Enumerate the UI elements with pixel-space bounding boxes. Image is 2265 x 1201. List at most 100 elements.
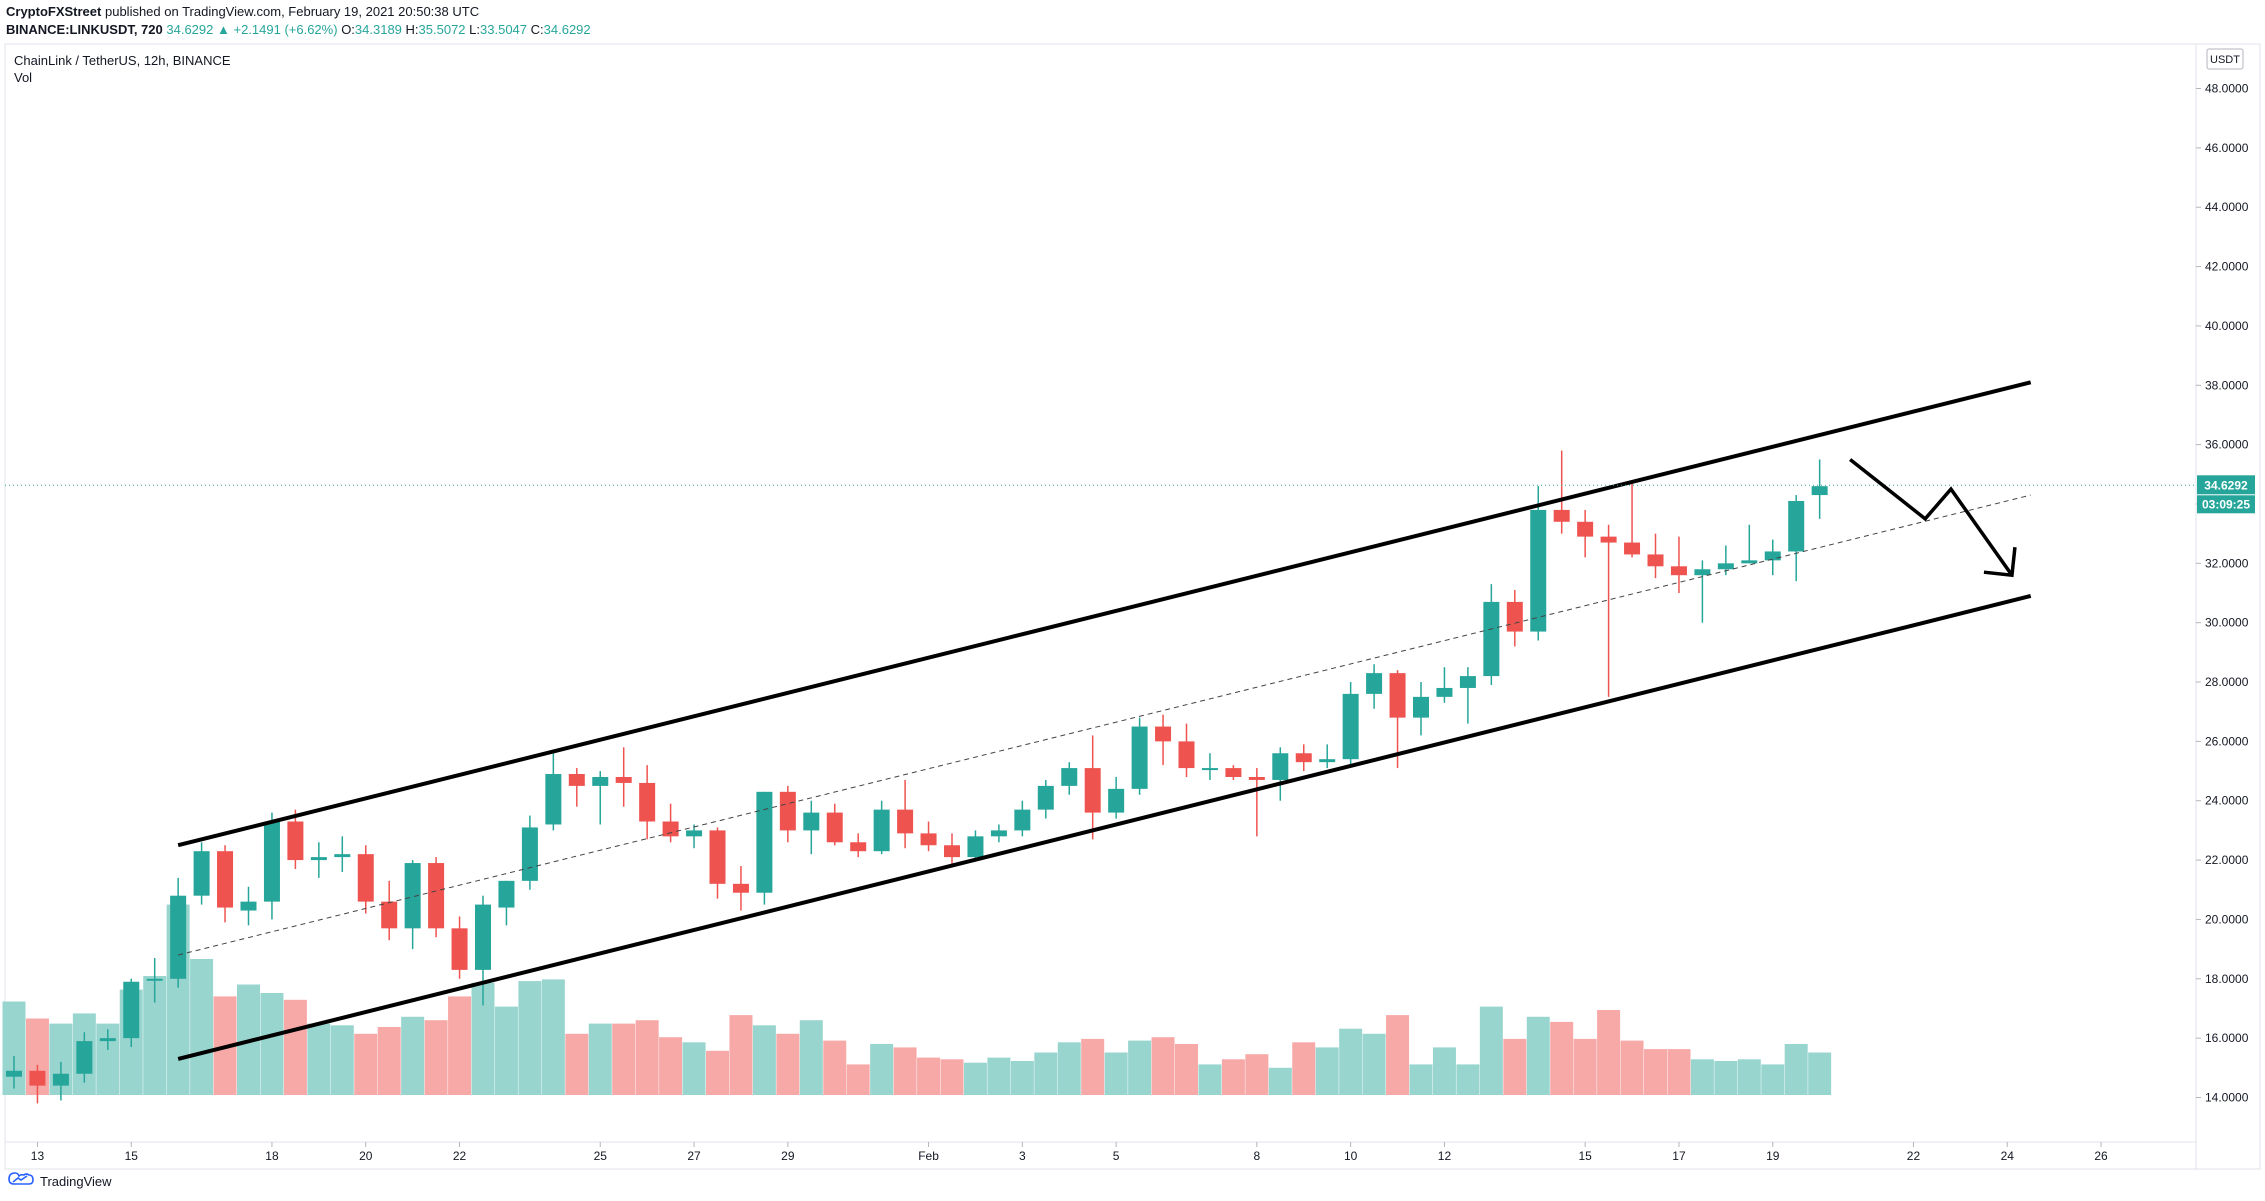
time-tick-label: 15 [125,1149,139,1163]
volume-bar [1268,1067,1292,1095]
currency-label: USDT [2210,54,2240,66]
candle-body [217,851,234,908]
volume-bar [1456,1064,1480,1095]
volume-bar [1175,1044,1198,1095]
volume-bar [799,1020,823,1095]
ohlc-line: BINANCE:LINKUSDT, 720 34.6292 ▲ +2.1491 … [6,22,591,37]
candle-body [1155,726,1172,742]
candle-body [240,901,257,911]
volume-bar [1245,1054,1269,1095]
candle-body [615,776,632,783]
volume-bar [1292,1042,1316,1095]
volume-bar [1221,1059,1245,1095]
time-tick-label: 19 [1766,1149,1780,1163]
volume-bar [1339,1028,1363,1095]
last-price-badge-label: 34.6292 [2204,478,2248,492]
candle-body [1366,673,1383,694]
volume-bar [541,979,565,1095]
volume-bar [1808,1052,1832,1095]
candle-body [944,845,960,858]
candle-body [592,776,609,786]
candle-body [1764,551,1781,561]
candle-body [193,851,210,896]
author-name[interactable]: CryptoFXStreet [6,4,102,19]
candle-body [381,901,398,929]
price-tick-label: 20.0000 [2205,912,2249,926]
candle-body [1647,554,1664,567]
candle-body [475,904,491,970]
time-tick-label: 12 [1438,1149,1452,1163]
candle-body [310,857,327,861]
volume-bar [448,996,472,1095]
candle-body [1225,768,1242,777]
price-tick-label: 28.0000 [2205,675,2249,689]
candle-body [639,782,656,822]
candle-body [686,830,703,837]
candle-body [779,791,796,831]
time-tick-label: 5 [1113,1149,1120,1163]
candle-body [1717,563,1734,570]
candle-body [263,821,280,902]
price-tick-label: 14.0000 [2205,1090,2249,1104]
open-value: 34.3189 [354,22,402,37]
time-axis: 13 15 18 20 22 25 27 29 Feb 3 5 8 10 12 15 17 19 22 24 26 [31,1142,2108,1163]
candle-body [1014,809,1031,831]
price-tick-label: 38.0000 [2205,378,2249,392]
volume-bar [917,1057,941,1095]
volume-bar [893,1047,917,1095]
footer-brand[interactable]: TradingView [40,1173,112,1189]
candle-body [1694,569,1711,576]
symbol-label: BINANCE:LINKUSDT, 720 [6,22,163,37]
time-tick-label: 13 [31,1149,45,1163]
forecast-arrowhead [1983,547,2017,578]
candle-body [897,809,914,834]
volume-bar [401,1016,425,1095]
volume-bar [1737,1059,1761,1095]
volume-bar [940,1059,964,1095]
price-tick-label: 46.0000 [2205,141,2249,155]
volume-bar [565,1033,589,1095]
candle-body [287,821,304,861]
volume-bar [659,1037,683,1095]
candle-body [1389,673,1406,718]
volume-bar [1362,1033,1386,1095]
drawings [5,380,2196,1061]
candle-body [451,928,468,970]
candle-body [1670,566,1687,576]
candle-body [709,830,726,884]
candle-body [1483,601,1500,677]
candle-body [334,854,351,858]
volume-bar [330,1025,354,1095]
open-label: O: [341,22,355,37]
time-tick-label: 27 [687,1149,701,1163]
publish-info: CryptoFXStreet published on TradingView.… [6,4,479,19]
footer: TradingView [8,1172,112,1190]
volume-bar [870,1044,894,1095]
price-tick-label: 42.0000 [2205,260,2249,274]
price-axis: 14.0000 16.0000 18.0000 20.0000 22.0000 24.00… [2196,82,2255,1104]
volume-bar [1573,1038,1597,1095]
candle-body [29,1070,46,1086]
volume-bar [307,1023,331,1095]
volume-bar [494,1006,518,1095]
candle-body [1741,560,1758,564]
candle-body [920,833,937,846]
time-tick-label: 18 [265,1149,279,1163]
candle-body [756,791,773,893]
volume-bar [776,1033,800,1095]
volume-bar [1315,1047,1339,1095]
volume-bar [635,1020,659,1095]
candle-body [1506,601,1523,632]
candle-body [1248,776,1265,780]
candle-body [1037,785,1054,810]
candle-body [170,895,187,979]
time-tick-label: 8 [1254,1149,1261,1163]
candle-body [1178,741,1195,769]
volume-bar [1550,1021,1574,1095]
chart-frame [4,43,2261,1170]
volume-bar [1690,1059,1714,1095]
volume-bar [823,1040,847,1095]
candle-body [1600,536,1617,543]
candle-body [1201,768,1218,771]
